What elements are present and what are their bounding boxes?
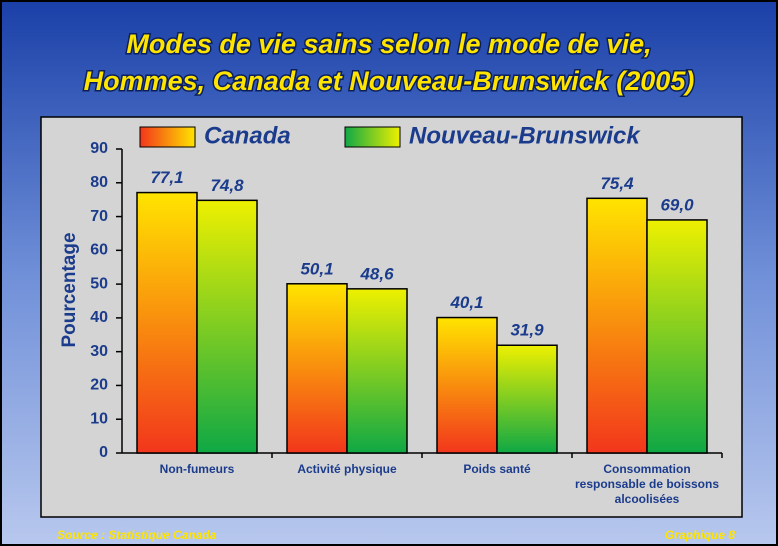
legend-swatch (139, 126, 196, 148)
data-label: 69,0 (660, 195, 694, 214)
y-tick-label: 10 (90, 410, 108, 427)
bar (286, 283, 348, 454)
x-tick-label: Consommation responsable de boissons alc… (574, 462, 720, 506)
x-tick-label: Non-fumeurs (159, 462, 235, 476)
y-tick-label: 90 (90, 140, 108, 157)
chart-title: Modes de vie sains selon le mode de vie, (126, 29, 651, 59)
bar (346, 288, 408, 454)
chart-title: Hommes, Canada et Nouveau-Brunswick (200… (84, 66, 695, 96)
bar (646, 219, 708, 454)
bar (196, 199, 258, 454)
bar (436, 316, 498, 454)
y-tick-label: 70 (90, 208, 108, 225)
x-tick-label: Poids santé (463, 462, 531, 476)
bar (586, 197, 648, 454)
y-tick-label: 30 (90, 343, 108, 360)
y-tick-label: 40 (90, 309, 108, 326)
y-tick-label: 0 (99, 444, 108, 461)
y-tick-label: 50 (90, 275, 108, 292)
data-label: 77,1 (150, 168, 183, 187)
figure-label: Graphique 8 (665, 528, 735, 542)
data-label: 31,9 (510, 321, 544, 340)
data-label: 40,1 (449, 293, 483, 312)
data-label: 74,8 (210, 176, 244, 195)
data-label: 50,1 (300, 259, 333, 278)
y-tick-label: 60 (90, 242, 108, 259)
source: Source : Statistique Canada (57, 528, 217, 542)
legend-swatch (344, 126, 401, 148)
legend-label: Nouveau-Brunswick (409, 122, 641, 149)
y-axis-label: Pourcentage (59, 232, 80, 347)
y-tick-label: 80 (90, 174, 108, 191)
bar (496, 344, 558, 454)
data-label: 48,6 (359, 264, 394, 283)
data-label: 75,4 (600, 174, 634, 193)
bar (136, 191, 198, 454)
x-tick-label: Activité physique (297, 462, 397, 476)
y-tick-label: 20 (90, 377, 108, 394)
legend-label: Canada (204, 122, 291, 149)
